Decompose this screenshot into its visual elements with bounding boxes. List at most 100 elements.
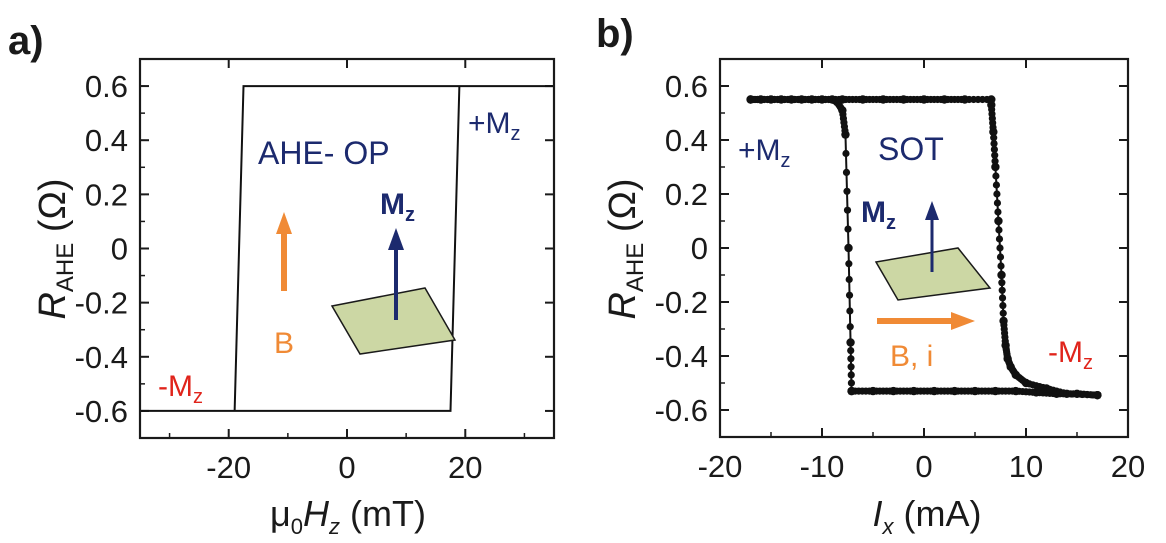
data-point bbox=[991, 162, 1000, 172]
data-point bbox=[998, 286, 1006, 294]
annotation-b-field-a: B bbox=[274, 327, 294, 360]
data-point bbox=[999, 302, 1007, 310]
annotation-ahe-op: AHE- OP bbox=[258, 135, 390, 171]
y-tick-label: 0 bbox=[691, 231, 708, 266]
x-axis-label-b: Ix (mA) bbox=[873, 493, 982, 539]
panel-label-a: a) bbox=[8, 19, 44, 63]
data-point bbox=[843, 206, 852, 214]
data-point bbox=[998, 294, 1007, 302]
data-point bbox=[1068, 390, 1076, 398]
annotation-sot: SOT bbox=[878, 131, 944, 167]
panel-b: b) 0.6 0.4 0.2 0 -0.2 -0.4 -0.6 -20 -10 0 10 20 RA… bbox=[596, 12, 1145, 539]
y-tick-label: -0.2 bbox=[75, 286, 128, 321]
data-point bbox=[842, 149, 850, 158]
annotation-plus-mz-b: +Mz bbox=[738, 134, 791, 172]
data-point bbox=[990, 134, 998, 142]
series-line bbox=[140, 85, 554, 412]
x-axis-ticks-a: -20 0 20 bbox=[168, 59, 526, 485]
data-point bbox=[991, 151, 999, 159]
y-tick-label: -0.6 bbox=[655, 393, 708, 428]
data-point bbox=[990, 145, 998, 154]
y-tick-label: 0.2 bbox=[85, 177, 128, 212]
data-point bbox=[865, 387, 874, 395]
data-point bbox=[927, 387, 935, 395]
y-tick-label: -0.4 bbox=[655, 339, 708, 374]
panel-label-b: b) bbox=[596, 12, 634, 56]
data-point bbox=[1088, 391, 1096, 399]
data-point bbox=[903, 95, 911, 104]
data-point bbox=[842, 95, 850, 104]
data-point bbox=[994, 216, 1003, 226]
y-axis-ticks-b: 0.6 0.4 0.2 0 -0.2 -0.4 -0.6 bbox=[655, 58, 1128, 438]
x-tick-label: -20 bbox=[698, 449, 743, 484]
x-tick-label: 10 bbox=[1009, 449, 1043, 484]
data-point bbox=[996, 244, 1004, 252]
data-point bbox=[906, 387, 915, 395]
data-point bbox=[843, 187, 851, 195]
y-axis-label-b: RAHE (Ω) bbox=[602, 178, 649, 319]
data-point bbox=[994, 208, 1002, 216]
x-tick-label: 20 bbox=[1111, 449, 1145, 484]
data-point bbox=[748, 95, 756, 104]
data-point bbox=[862, 95, 870, 104]
data-point bbox=[837, 105, 846, 113]
y-tick-label: -0.2 bbox=[655, 285, 708, 320]
data-point bbox=[844, 243, 853, 253]
x-tick-label: 0 bbox=[338, 450, 355, 485]
annotation-minus-mz-a: -Mz bbox=[158, 370, 203, 408]
annotation-minus-mz-b: -Mz bbox=[1048, 336, 1093, 374]
y-tick-label: 0 bbox=[111, 232, 128, 267]
annotation-mz-bold-b: Mz bbox=[861, 196, 896, 234]
y-tick-label: -0.4 bbox=[75, 340, 128, 375]
x-tick-label: 20 bbox=[448, 450, 482, 485]
series-group-a bbox=[140, 85, 554, 412]
y-tick-label: 0.6 bbox=[85, 69, 128, 104]
series-group-b bbox=[746, 95, 1102, 400]
data-point bbox=[947, 387, 955, 395]
data-point bbox=[993, 199, 1002, 207]
data-point bbox=[1078, 390, 1086, 399]
data-point bbox=[996, 253, 1005, 261]
data-point bbox=[988, 105, 996, 113]
plot-frame-b bbox=[718, 57, 1130, 439]
x-tick-label: -10 bbox=[800, 449, 845, 484]
x-tick-label: -20 bbox=[206, 450, 251, 485]
data-point bbox=[846, 323, 854, 331]
data-point bbox=[1002, 343, 1010, 352]
x-axis-label-a: μ0Hz (mT) bbox=[270, 493, 426, 539]
data-point bbox=[988, 387, 996, 395]
data-point bbox=[844, 225, 852, 233]
data-point bbox=[760, 95, 768, 104]
data-point bbox=[992, 172, 1000, 180]
data-point bbox=[992, 181, 1001, 189]
data-point bbox=[944, 95, 952, 104]
data-point bbox=[847, 347, 855, 355]
y-tick-label: 0.4 bbox=[85, 123, 128, 158]
data-point bbox=[1029, 388, 1037, 396]
data-point bbox=[845, 260, 853, 268]
data-point bbox=[968, 387, 976, 395]
b-field-arrow-icon bbox=[276, 212, 292, 291]
annotation-mz-bold-a: Mz bbox=[380, 188, 415, 226]
data-point bbox=[999, 309, 1007, 317]
data-point bbox=[883, 95, 891, 104]
annotation-plus-mz-a: +Mz bbox=[468, 107, 521, 145]
data-point bbox=[995, 226, 1003, 234]
current-arrow-icon bbox=[877, 312, 975, 330]
magnetization-plane-icon-a bbox=[330, 287, 457, 355]
annotation-b-i: B, i bbox=[890, 340, 933, 373]
y-axis-ticks-a: 0.6 0.4 0.2 0 -0.2 -0.4 -0.6 bbox=[75, 58, 554, 439]
data-point bbox=[781, 95, 789, 104]
y-tick-label: 0.2 bbox=[665, 177, 708, 212]
data-point bbox=[846, 307, 854, 315]
y-axis-label-a: RAHE (Ω) bbox=[32, 178, 79, 319]
data-point bbox=[845, 291, 854, 299]
data-point bbox=[923, 95, 932, 104]
data-point bbox=[1046, 385, 1054, 393]
y-tick-label: -0.6 bbox=[75, 394, 128, 429]
data-point bbox=[993, 190, 1001, 198]
data-point bbox=[991, 157, 999, 165]
data-point bbox=[842, 168, 851, 176]
magnetization-arrow-icon-b bbox=[925, 201, 939, 272]
